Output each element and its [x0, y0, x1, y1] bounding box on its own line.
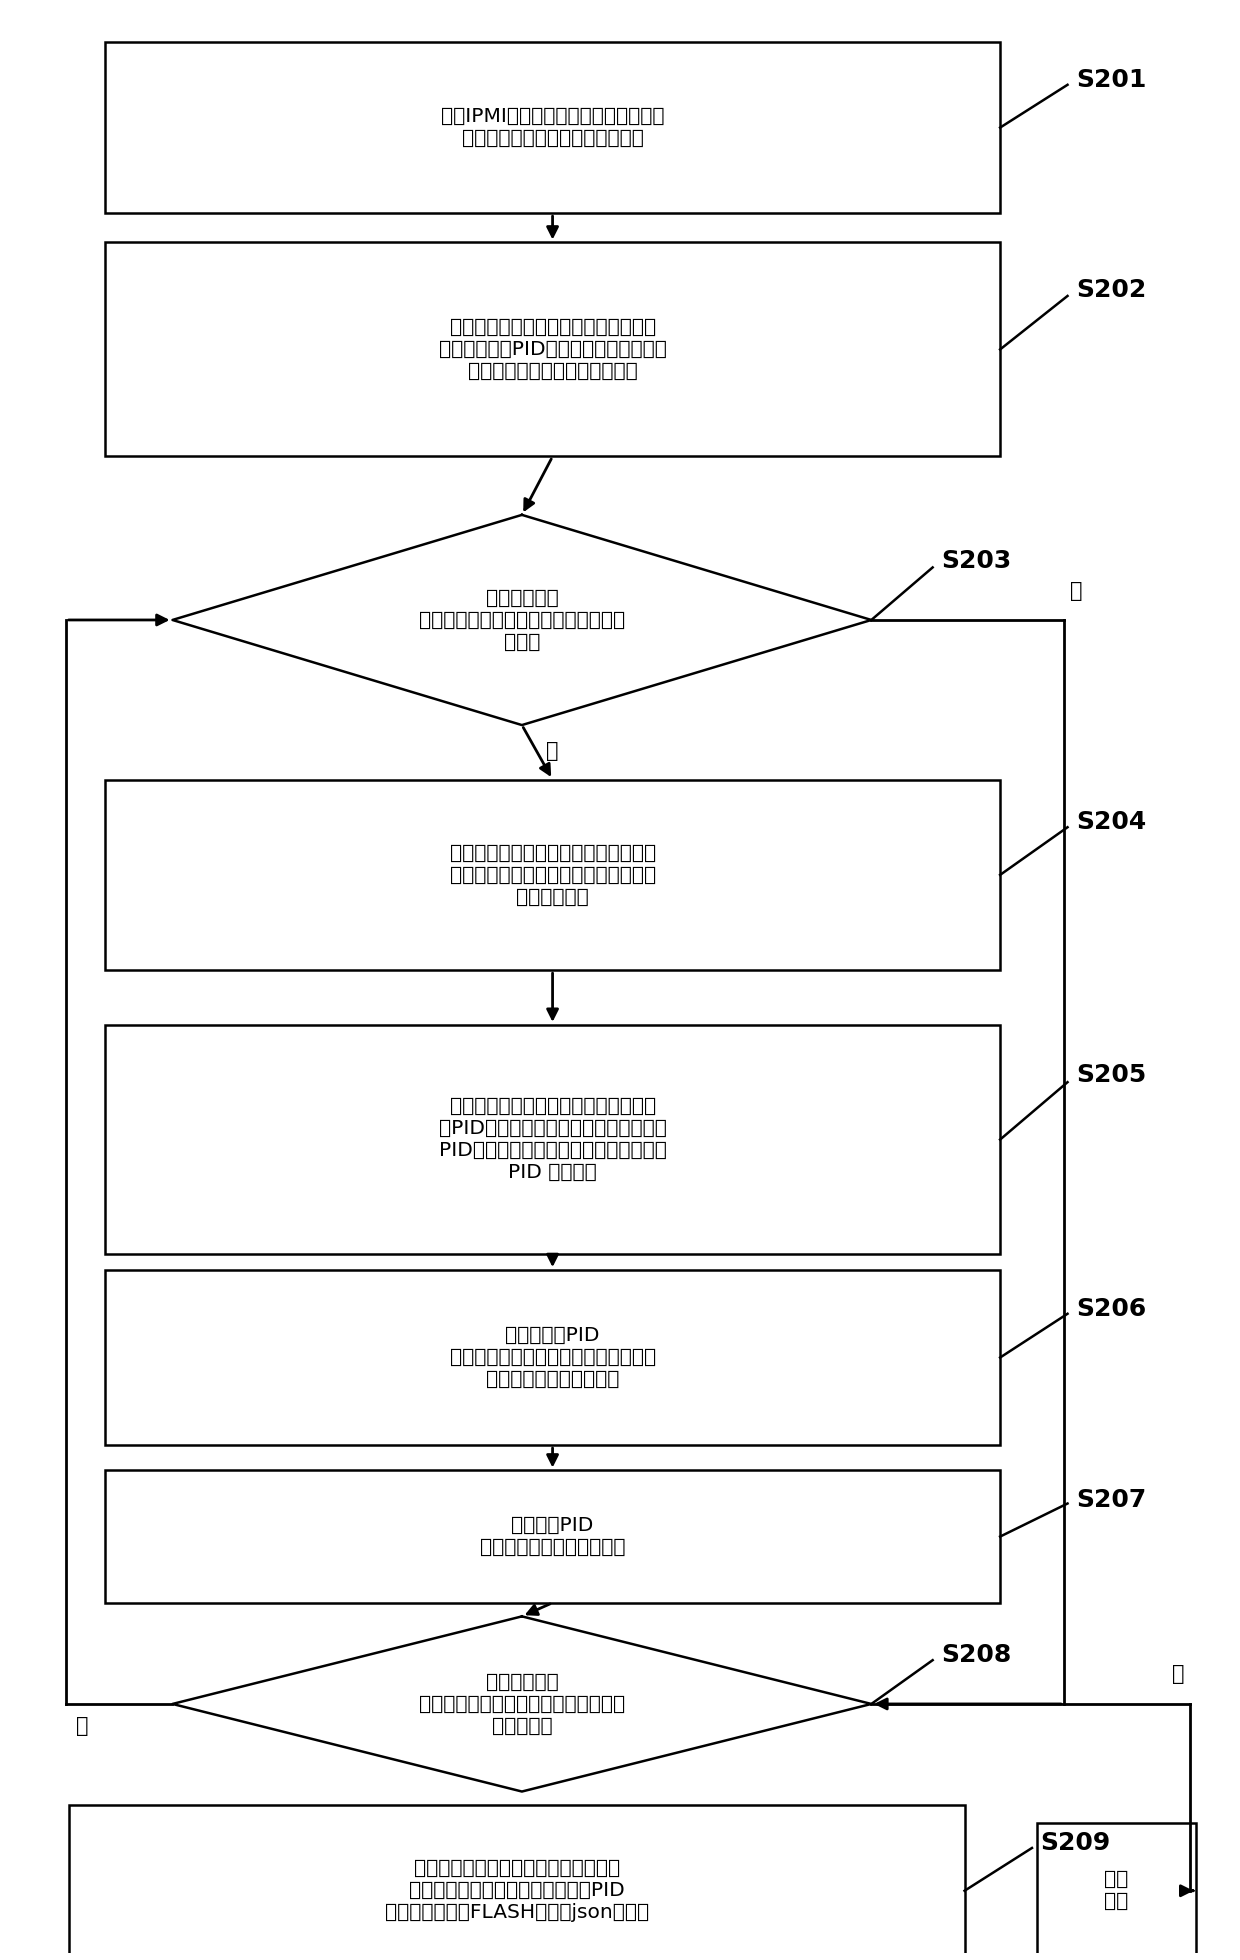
Text: S206: S206 [1076, 1296, 1146, 1321]
Text: S209: S209 [1040, 1831, 1111, 1854]
Text: 不做
处理: 不做 处理 [1105, 1870, 1128, 1911]
Text: 根据修改后PID
散热参数计算目标风扇转速，并将风扇
转速调整为目标风扇转速: 根据修改后PID 散热参数计算目标风扇转速，并将风扇 转速调整为目标风扇转速 [450, 1327, 656, 1390]
Text: S207: S207 [1076, 1488, 1146, 1511]
FancyBboxPatch shape [105, 1025, 1001, 1254]
Text: 是: 是 [547, 741, 559, 760]
FancyBboxPatch shape [105, 41, 1001, 214]
Text: 将修改后PID
散热参数存储至共享内存中: 将修改后PID 散热参数存储至共享内存中 [480, 1517, 625, 1556]
Text: S208: S208 [941, 1642, 1012, 1666]
FancyBboxPatch shape [105, 243, 1001, 457]
Text: 是: 是 [76, 1715, 88, 1737]
FancyBboxPatch shape [1037, 1823, 1197, 1958]
Text: S204: S204 [1076, 809, 1146, 833]
Text: 判断是否存在
温度值超出对应的温度阈值的目标服务
器部件: 判断是否存在 温度值超出对应的温度阈值的目标服务 器部件 [419, 588, 625, 651]
Polygon shape [172, 1617, 872, 1791]
Text: 将存在目标服务器部件的温度值超出对
应的温度阈值的目标服务器确定为待参
数修改服务器: 将存在目标服务器部件的温度值超出对 应的温度阈值的目标服务器确定为待参 数修改服… [450, 843, 656, 906]
Text: 否: 否 [1172, 1664, 1184, 1684]
FancyBboxPatch shape [69, 1805, 965, 1960]
Text: S203: S203 [941, 549, 1012, 572]
Text: 根据待参数修改服务器的标识信息和目
标PID散热参数值对待参数修改服务器的
PID散热参数进行修改操作，得到修改后
PID 散热参数: 根据待参数修改服务器的标识信息和目 标PID散热参数值对待参数修改服务器的 PI… [439, 1098, 667, 1182]
FancyBboxPatch shape [105, 780, 1001, 970]
Text: 通过IPMI协议向服务器机箱中的机箱管
理控制器发送目标参数组获取请求: 通过IPMI协议向服务器机箱中的机箱管 理控制器发送目标参数组获取请求 [440, 108, 665, 149]
Text: S205: S205 [1076, 1062, 1146, 1088]
Polygon shape [172, 515, 872, 725]
Text: S201: S201 [1076, 69, 1147, 92]
FancyBboxPatch shape [105, 1470, 1001, 1603]
Text: 接收机箱管理控制器返回的各目标服务
器分别对应的PID散热参数、各目标服务
器部件的温度值、以及风扇转速: 接收机箱管理控制器返回的各目标服务 器分别对应的PID散热参数、各目标服务 器部… [439, 318, 667, 380]
FancyBboxPatch shape [105, 1270, 1001, 1445]
Text: 当确定各目标服务器部件的温度值均未
超出对应的温度阈值时，将修改后PID
散热参数转存至FLASH芯片的json文件中: 当确定各目标服务器部件的温度值均未 超出对应的温度阈值时，将修改后PID 散热参… [384, 1860, 649, 1923]
Text: 否: 否 [1070, 580, 1083, 600]
Text: 判断目标服务
器基于目标风扇转速运行的时长是否达
到预设时长: 判断目标服务 器基于目标风扇转速运行的时长是否达 到预设时长 [419, 1672, 625, 1735]
Text: S202: S202 [1076, 278, 1146, 302]
